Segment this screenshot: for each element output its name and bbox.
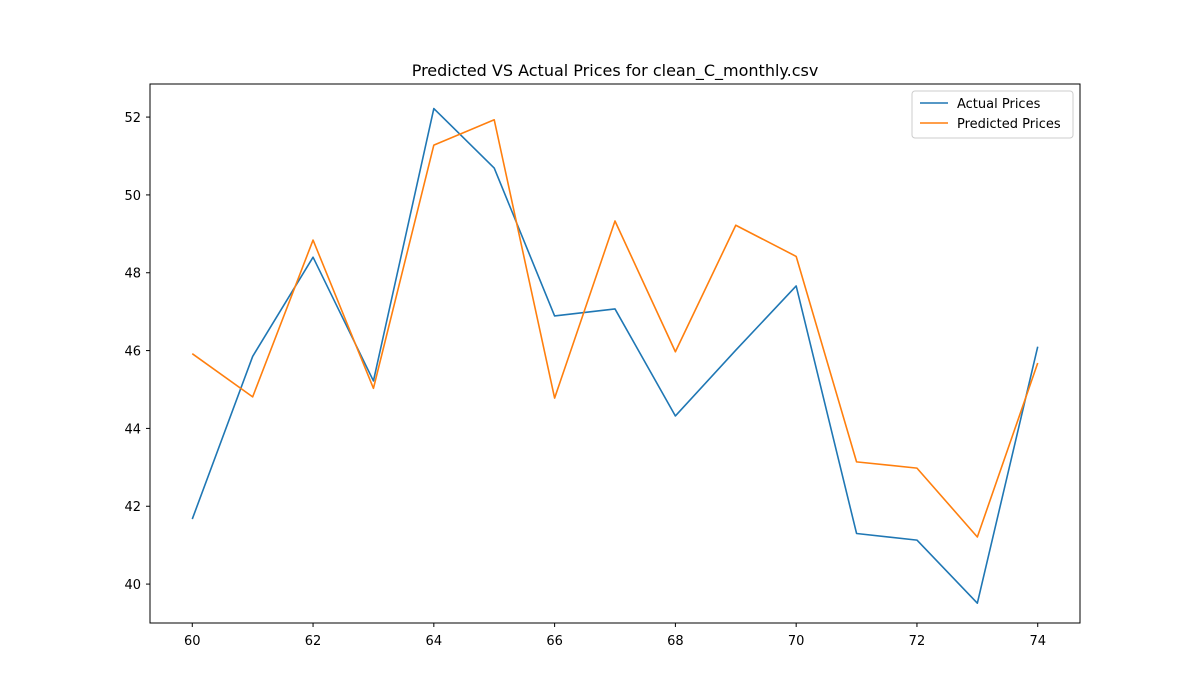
y-axis: 40 42 44 46 48 50 52 [124,111,150,593]
legend-label-predicted-prices: Predicted Prices [957,117,1061,132]
y-tick-label: 40 [124,578,141,593]
y-tick-label: 50 [124,189,141,204]
chart-title: Predicted VS Actual Prices for clean_C_m… [412,61,819,81]
legend-label-actual-prices: Actual Prices [957,97,1041,112]
x-tick-label: 64 [426,634,443,649]
y-tick-label: 52 [124,111,141,126]
series-line-predicted-prices [191,119,1039,538]
x-tick-label: 74 [1029,634,1046,649]
x-tick-label: 62 [305,634,322,649]
x-axis: 60 62 64 66 68 70 72 74 [184,623,1046,649]
y-tick-label: 48 [124,267,141,282]
x-tick-label: 68 [667,634,684,649]
legend: Actual Prices Predicted Prices [911,90,1074,139]
x-tick-label: 66 [546,634,563,649]
x-tick-label: 60 [184,634,201,649]
x-tick-label: 70 [788,634,805,649]
y-tick-label: 42 [124,500,141,515]
x-tick-label: 72 [909,634,926,649]
plot-area [149,83,1081,624]
y-tick-label: 46 [124,345,141,360]
legend-box [911,90,1074,139]
series-line-actual-prices [191,107,1039,604]
series-group [191,107,1039,604]
y-tick-label: 44 [124,422,141,437]
